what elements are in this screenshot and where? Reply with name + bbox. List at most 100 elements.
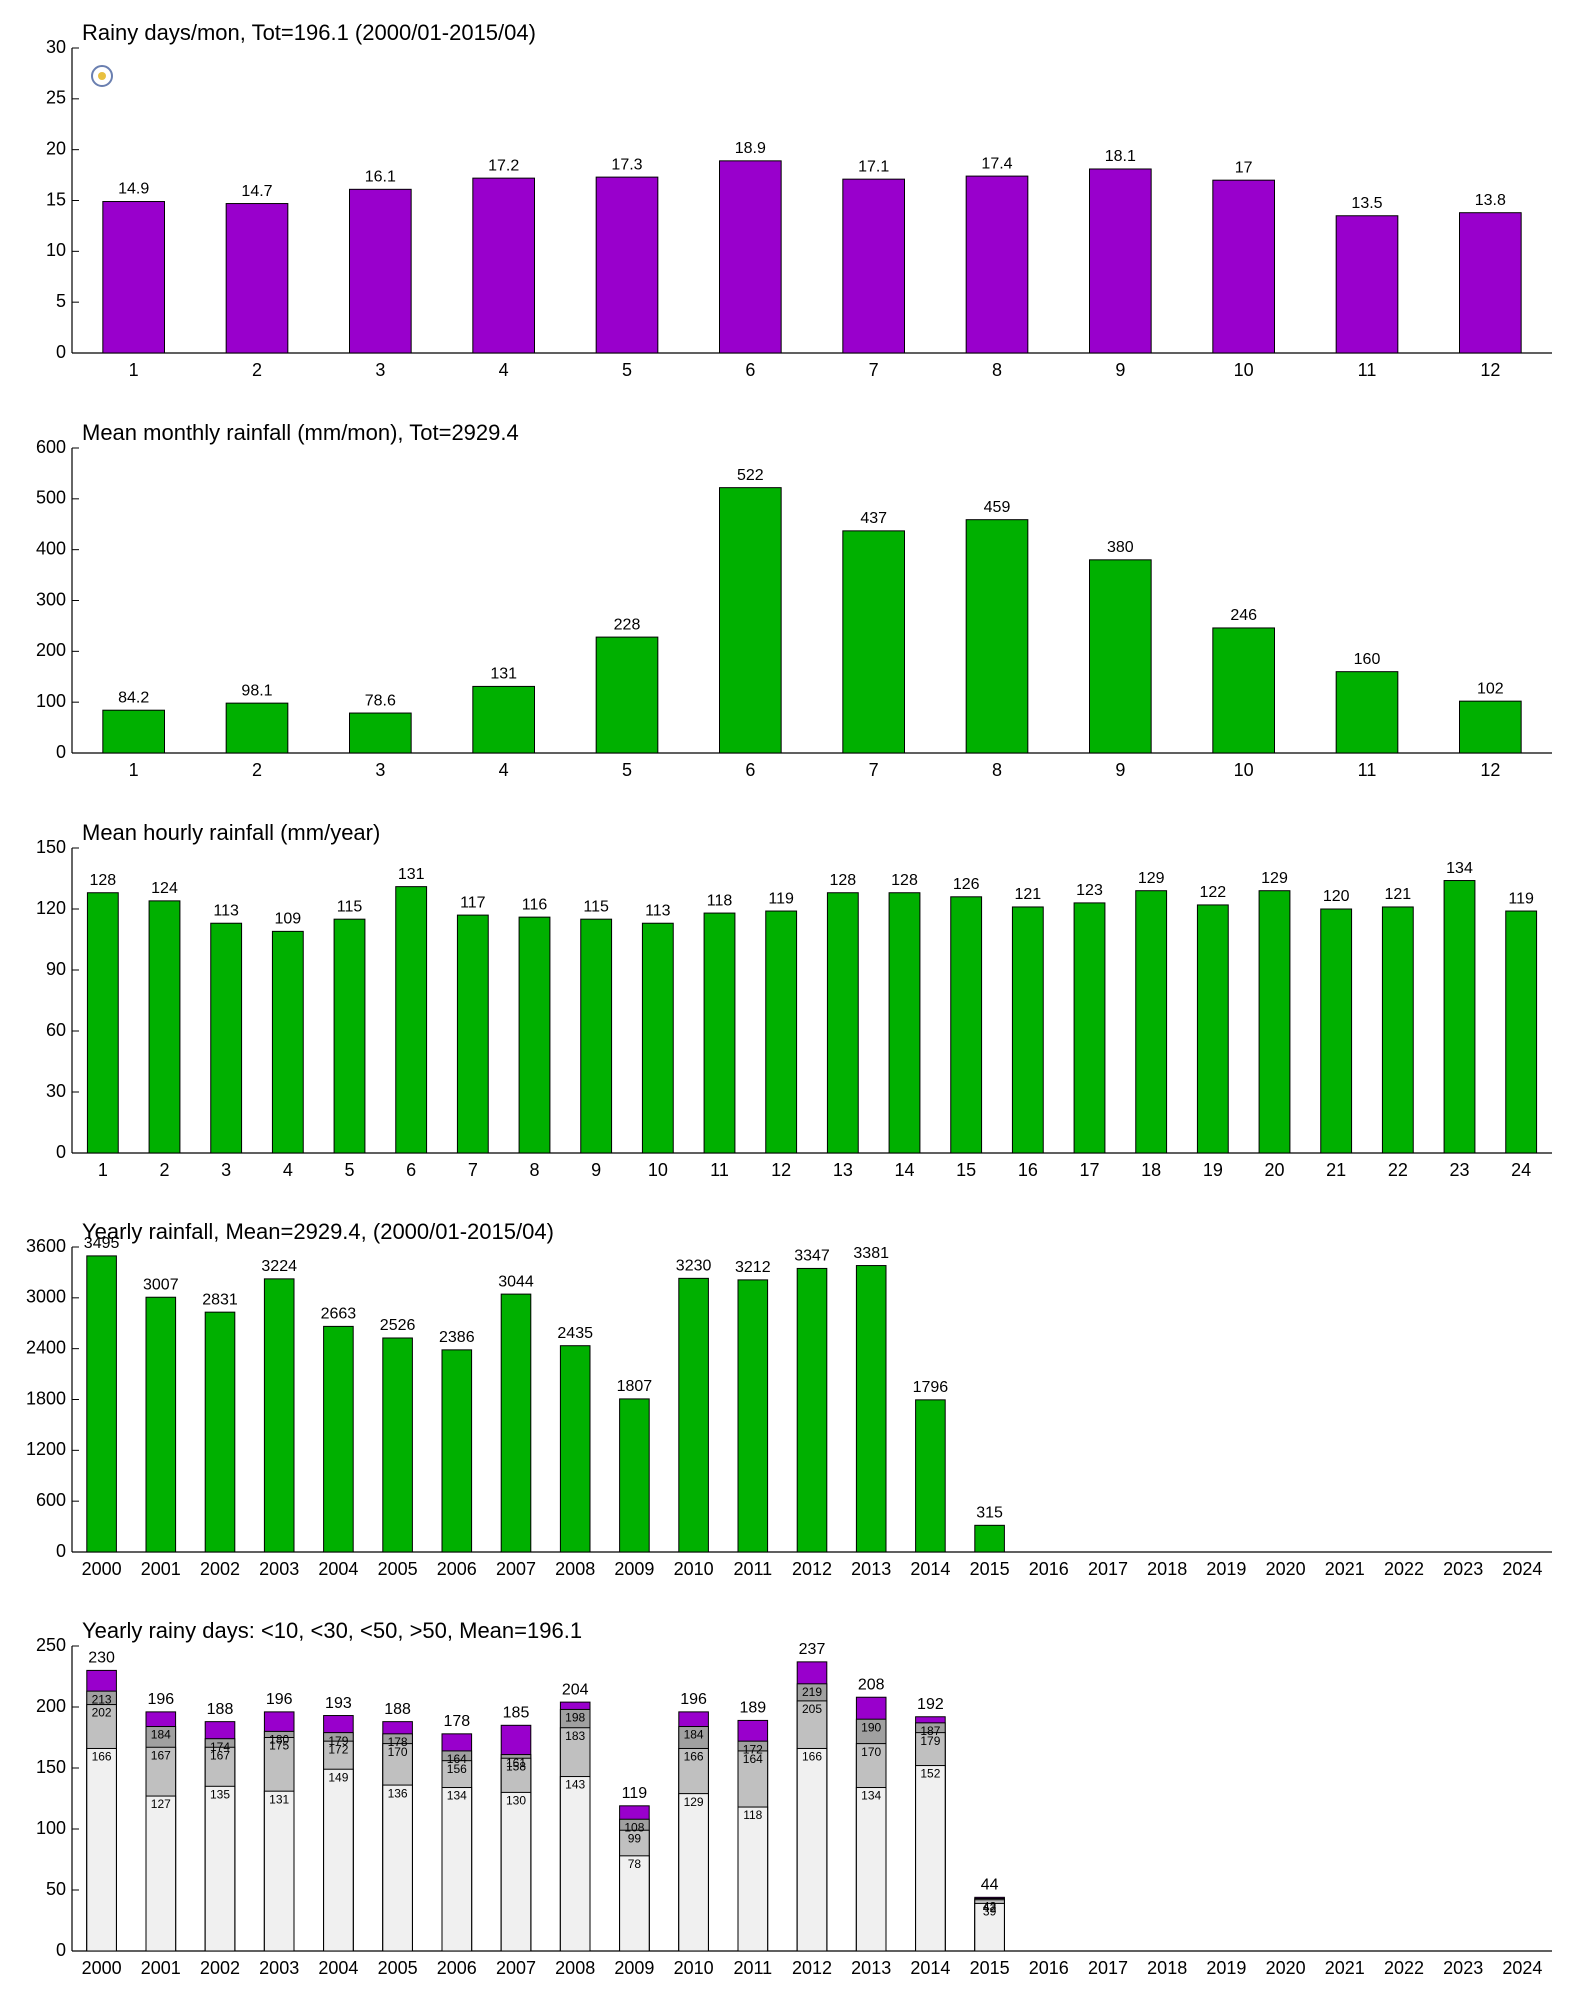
x-tick-label: 2024 bbox=[1502, 1958, 1542, 1978]
inner-value-label: 170 bbox=[388, 1745, 408, 1759]
x-tick-label: 1 bbox=[129, 360, 139, 380]
value-label: 193 bbox=[325, 1695, 352, 1712]
bar bbox=[1335, 215, 1399, 354]
y-tick-label: 10 bbox=[46, 240, 66, 260]
value-label: 16.1 bbox=[365, 169, 396, 186]
x-tick-label: 2023 bbox=[1443, 1958, 1483, 1978]
x-tick-label: 6 bbox=[745, 360, 755, 380]
bar bbox=[559, 1776, 591, 1952]
x-tick-label: 15 bbox=[956, 1160, 976, 1180]
value-label: 129 bbox=[1138, 870, 1165, 887]
x-tick-label: 9 bbox=[1115, 360, 1125, 380]
value-label: 119 bbox=[622, 1785, 648, 1802]
bar bbox=[1212, 179, 1276, 354]
inner-value-label: 43 bbox=[983, 1900, 997, 1914]
x-tick-label: 2013 bbox=[851, 1958, 891, 1978]
inner-value-label: 190 bbox=[861, 1720, 881, 1734]
x-tick-label: 4 bbox=[499, 360, 509, 380]
x-tick-label: 11 bbox=[1358, 360, 1377, 380]
x-tick-label: 2011 bbox=[733, 1958, 772, 1978]
x-tick-label: 4 bbox=[499, 760, 509, 780]
x-tick-label: 2019 bbox=[1206, 1958, 1246, 1978]
value-label: 14.9 bbox=[118, 181, 149, 198]
y-tick-label: 150 bbox=[36, 837, 66, 857]
value-label: 78.6 bbox=[365, 692, 396, 709]
inner-value-label: 118 bbox=[743, 1808, 762, 1822]
chart-title: Mean hourly rainfall (mm/year) bbox=[82, 820, 380, 845]
x-tick-label: 2017 bbox=[1088, 1958, 1128, 1978]
inner-value-label: 42 bbox=[983, 1901, 997, 1915]
bar bbox=[263, 1790, 295, 1952]
bar bbox=[271, 930, 304, 1154]
y-tick-label: 600 bbox=[36, 437, 66, 457]
value-label: 109 bbox=[274, 911, 301, 928]
x-tick-label: 2003 bbox=[259, 1559, 299, 1579]
value-label: 2386 bbox=[439, 1329, 475, 1346]
value-label: 228 bbox=[614, 616, 641, 633]
value-label: 3347 bbox=[794, 1248, 830, 1265]
y-tick-label: 120 bbox=[36, 898, 66, 918]
x-tick-label: 2000 bbox=[82, 1958, 122, 1978]
y-tick-label: 30 bbox=[46, 37, 66, 57]
value-label: 230 bbox=[88, 1650, 115, 1667]
y-tick-label: 3000 bbox=[26, 1287, 66, 1307]
bar bbox=[204, 1785, 236, 1952]
x-tick-label: 8 bbox=[529, 1160, 539, 1180]
bar bbox=[595, 636, 659, 754]
x-tick-label: 2009 bbox=[614, 1559, 654, 1579]
chart-title: Yearly rainfall, Mean=2929.4, (2000/01-2… bbox=[82, 1219, 554, 1244]
inner-value-label: 39 bbox=[983, 1905, 997, 1919]
y-tick-label: 150 bbox=[36, 1757, 66, 1777]
value-label: 3230 bbox=[676, 1258, 712, 1275]
bar bbox=[441, 1787, 473, 1952]
bar bbox=[719, 160, 782, 354]
inner-value-label: 205 bbox=[802, 1702, 822, 1716]
bar bbox=[678, 1277, 709, 1553]
bar bbox=[974, 1524, 1005, 1553]
x-tick-label: 2021 bbox=[1325, 1559, 1365, 1579]
x-tick-label: 2011 bbox=[733, 1559, 772, 1579]
value-label: 18.9 bbox=[735, 140, 766, 157]
x-tick-label: 2012 bbox=[792, 1559, 832, 1579]
bar bbox=[86, 892, 119, 1154]
x-tick-label: 2006 bbox=[437, 1559, 477, 1579]
value-label: 437 bbox=[860, 510, 887, 527]
bar bbox=[1459, 212, 1522, 354]
x-tick-label: 2009 bbox=[614, 1958, 654, 1978]
x-tick-label: 2014 bbox=[910, 1958, 950, 1978]
value-label: 3212 bbox=[735, 1259, 771, 1276]
y-tick-label: 2400 bbox=[26, 1337, 66, 1357]
bar bbox=[1011, 906, 1044, 1154]
y-tick-label: 60 bbox=[46, 1020, 66, 1040]
bar bbox=[965, 519, 1029, 754]
x-tick-label: 2006 bbox=[437, 1958, 477, 1978]
x-tick-label: 2002 bbox=[200, 1559, 240, 1579]
value-label: 204 bbox=[562, 1681, 589, 1698]
inner-value-label: 78 bbox=[628, 1857, 642, 1871]
bar bbox=[1073, 902, 1106, 1154]
x-tick-label: 2016 bbox=[1029, 1958, 1069, 1978]
value-label: 116 bbox=[522, 896, 548, 913]
x-tick-label: 19 bbox=[1203, 1160, 1223, 1180]
value-label: 185 bbox=[503, 1705, 530, 1722]
value-label: 237 bbox=[799, 1641, 826, 1658]
inner-value-label: 156 bbox=[447, 1762, 467, 1776]
chart-title: Rainy days/mon, Tot=196.1 (2000/01-2015/… bbox=[82, 20, 536, 45]
x-tick-label: 2015 bbox=[970, 1958, 1010, 1978]
bar bbox=[1381, 906, 1414, 1154]
bar bbox=[102, 709, 166, 754]
value-label: 188 bbox=[207, 1701, 234, 1718]
x-tick-label: 2024 bbox=[1502, 1559, 1542, 1579]
inner-value-label: 166 bbox=[92, 1750, 112, 1764]
y-tick-label: 100 bbox=[36, 691, 66, 711]
bar bbox=[148, 900, 181, 1154]
y-tick-label: 20 bbox=[46, 138, 66, 158]
x-tick-label: 2018 bbox=[1147, 1559, 1187, 1579]
value-label: 128 bbox=[891, 872, 918, 889]
bar bbox=[518, 916, 551, 1154]
x-tick-label: 10 bbox=[1234, 360, 1254, 380]
x-tick-label: 2008 bbox=[555, 1958, 595, 1978]
value-label: 3044 bbox=[498, 1273, 534, 1290]
value-label: 124 bbox=[151, 880, 178, 897]
